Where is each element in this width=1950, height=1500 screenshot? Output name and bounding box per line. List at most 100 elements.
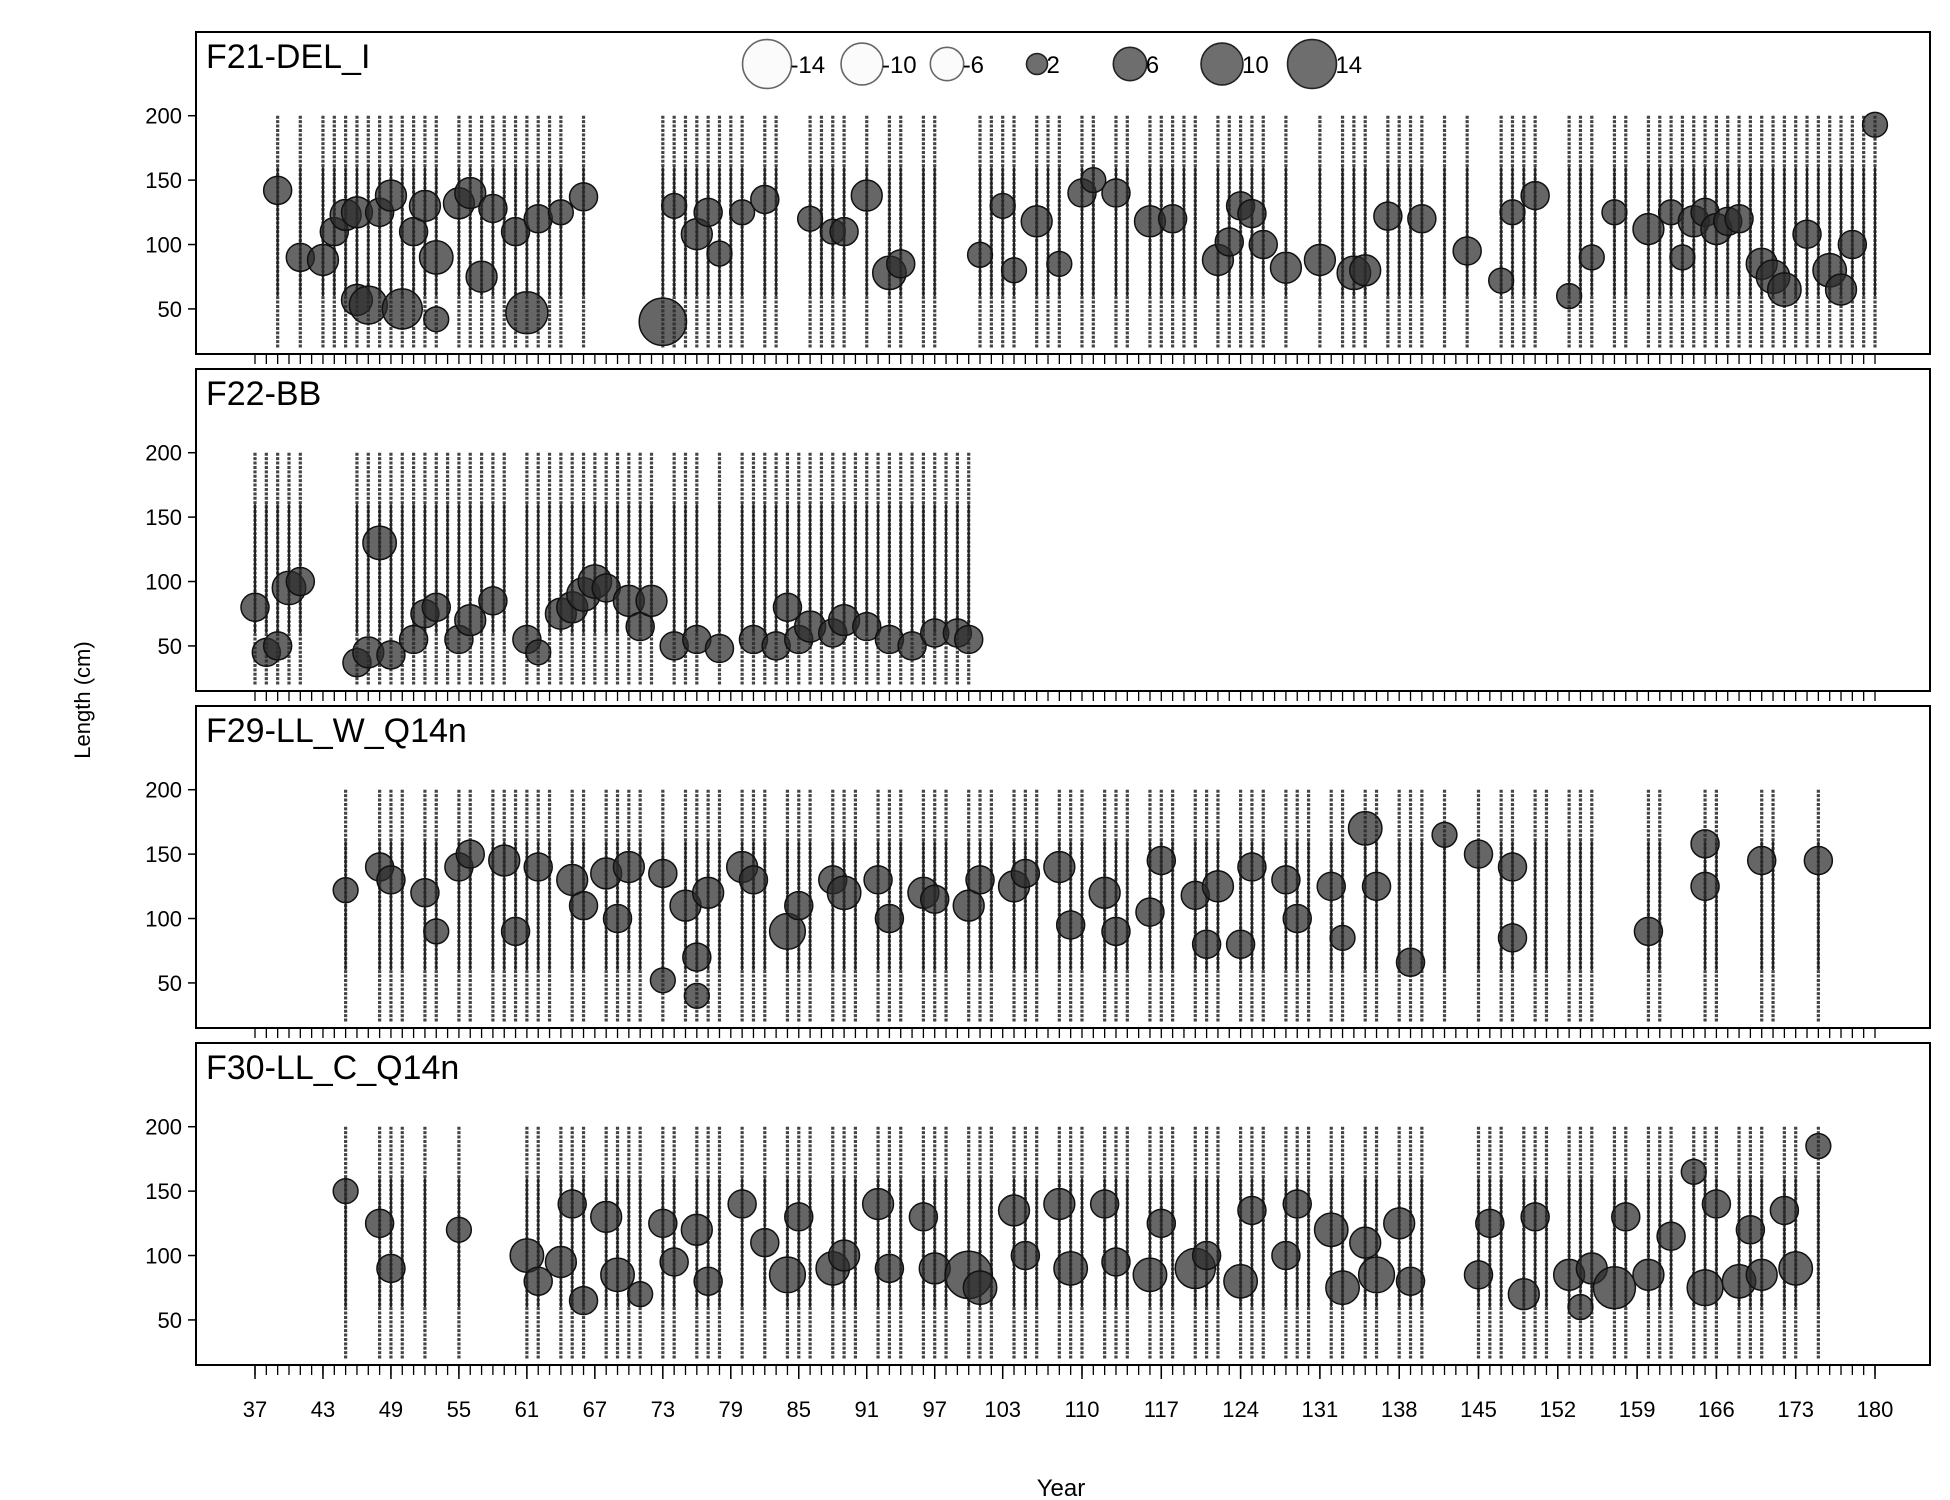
residual-bubble bbox=[966, 241, 994, 268]
residual-bubble bbox=[1690, 829, 1720, 859]
residual-bubble bbox=[874, 903, 905, 934]
x-tick-label: 91 bbox=[855, 1397, 879, 1422]
residual-bubble bbox=[602, 903, 633, 934]
residual-bubble bbox=[1520, 1202, 1550, 1232]
legend-label: 14 bbox=[1335, 52, 1362, 79]
x-tick-label: 180 bbox=[1857, 1397, 1894, 1422]
residual-bubble bbox=[863, 865, 893, 895]
residual-bubble bbox=[1680, 1158, 1707, 1185]
residual-bubble bbox=[693, 1266, 723, 1297]
residual-bubble bbox=[1313, 1212, 1349, 1248]
x-tick-label: 117 bbox=[1144, 1397, 1179, 1422]
residual-bubble bbox=[1271, 1240, 1301, 1271]
y-tick-label: 50 bbox=[158, 1308, 182, 1333]
residual-bubble bbox=[1769, 1195, 1800, 1226]
residual-bubble bbox=[1248, 229, 1279, 260]
residual-bubble bbox=[997, 1194, 1031, 1227]
residual-bubble bbox=[1101, 1247, 1131, 1277]
residual-bubble bbox=[478, 586, 508, 616]
x-tick-label: 61 bbox=[515, 1397, 539, 1422]
residual-bubble bbox=[1383, 1207, 1416, 1240]
residual-bubble bbox=[1223, 1263, 1259, 1299]
residual-bubble bbox=[693, 197, 723, 228]
residual-bubble bbox=[1157, 204, 1188, 234]
residual-bubble bbox=[1669, 244, 1696, 271]
residual-bubble bbox=[989, 192, 1016, 220]
x-tick-label: 103 bbox=[984, 1397, 1021, 1422]
residual-bubble bbox=[659, 1247, 689, 1277]
legend-label: -14 bbox=[790, 52, 825, 79]
residual-bubble bbox=[908, 1202, 939, 1232]
residual-bubble bbox=[1357, 1256, 1396, 1294]
y-tick-label: 200 bbox=[145, 778, 182, 803]
y-axis-label: Length (cm) bbox=[70, 641, 95, 758]
residual-bubble bbox=[683, 982, 710, 1009]
residual-bubble bbox=[1010, 858, 1041, 889]
residual-bubble bbox=[1046, 250, 1073, 277]
residual-bubble bbox=[885, 249, 916, 279]
legend-bubble bbox=[929, 46, 965, 82]
residual-bubble bbox=[1724, 204, 1754, 234]
residual-bubble bbox=[1282, 1189, 1312, 1219]
y-tick-label: 200 bbox=[145, 441, 182, 466]
residual-bubble bbox=[768, 1256, 807, 1294]
residual-bubble bbox=[1191, 929, 1222, 960]
residual-bubble bbox=[362, 525, 398, 561]
residual-bubble bbox=[1735, 1215, 1766, 1245]
residual-bubble bbox=[1507, 1277, 1540, 1311]
residual-bubble bbox=[1361, 871, 1392, 902]
residual-bubble bbox=[1632, 212, 1665, 246]
y-tick-label: 150 bbox=[145, 842, 182, 867]
residual-bubble bbox=[661, 192, 688, 220]
residual-bubble bbox=[784, 1202, 814, 1232]
residual-bubble bbox=[1656, 1221, 1686, 1251]
x-tick-label: 124 bbox=[1222, 1397, 1259, 1422]
legend-bubble bbox=[840, 42, 884, 86]
y-tick-label: 150 bbox=[145, 1179, 182, 1204]
residual-bubble bbox=[500, 216, 531, 247]
x-tick-label: 159 bbox=[1619, 1397, 1656, 1422]
residual-bubble bbox=[1020, 205, 1053, 238]
residual-bubble bbox=[1803, 845, 1834, 876]
residual-bubble bbox=[1325, 1270, 1360, 1306]
x-tick-label: 49 bbox=[379, 1397, 403, 1422]
y-tick-label: 50 bbox=[158, 634, 182, 659]
y-tick-label: 100 bbox=[145, 570, 182, 595]
residual-bubble bbox=[1146, 845, 1177, 876]
residual-bubble bbox=[1237, 852, 1267, 882]
residual-bubbles bbox=[332, 810, 1834, 1009]
residual-bubble bbox=[1497, 852, 1528, 882]
residual-bubble bbox=[547, 199, 575, 226]
residual-bubble bbox=[381, 288, 424, 330]
legend-label: 6 bbox=[1146, 52, 1159, 79]
x-tick-label: 131 bbox=[1302, 1397, 1339, 1422]
residual-bubble bbox=[635, 584, 668, 618]
residual-bubble bbox=[398, 216, 429, 247]
residual-bubble bbox=[952, 889, 985, 922]
panel-frame bbox=[195, 368, 1931, 692]
residual-bubble bbox=[965, 865, 995, 895]
residual-bubble bbox=[285, 566, 316, 597]
residual-bubble bbox=[1146, 1208, 1177, 1239]
residual-bubble bbox=[1043, 850, 1076, 884]
residual-bubble bbox=[1475, 1208, 1505, 1239]
panel-minor-ticks bbox=[254, 1365, 1876, 1375]
residual-bubbles bbox=[262, 111, 1889, 347]
residual-bubble bbox=[612, 850, 646, 884]
residual-bubbles bbox=[240, 525, 984, 678]
residual-bubble bbox=[262, 175, 293, 206]
residual-bubble bbox=[1766, 272, 1802, 308]
residual-bubble bbox=[455, 839, 485, 869]
panel-minor-ticks bbox=[254, 354, 1876, 364]
legend-bubble bbox=[1286, 38, 1338, 90]
panel: 50 100 150 200 F22-BB bbox=[145, 368, 1931, 701]
legend-label: 10 bbox=[1242, 52, 1269, 79]
residual-bubble bbox=[590, 1200, 623, 1234]
residual-bubble bbox=[1135, 897, 1165, 927]
residual-bubble bbox=[649, 967, 676, 994]
residual-bubble bbox=[772, 592, 803, 623]
residual-bubble bbox=[1055, 910, 1086, 940]
residual-bubble bbox=[1778, 1250, 1814, 1286]
residual-bubble bbox=[525, 639, 552, 666]
y-tick-label: 100 bbox=[145, 233, 182, 258]
